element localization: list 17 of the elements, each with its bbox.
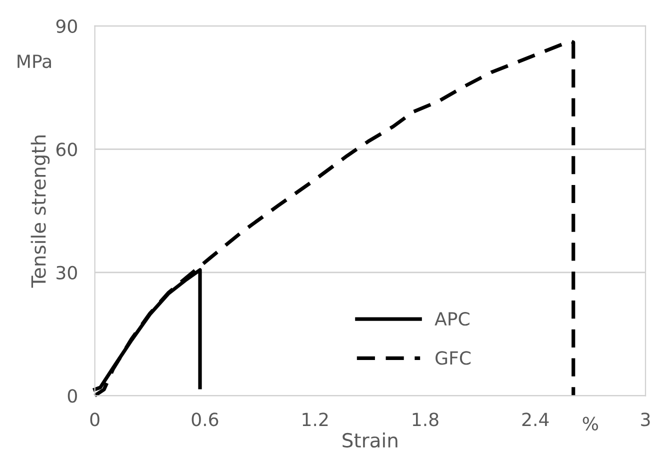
y-tick-label: 30 <box>56 266 77 280</box>
x-axis-title: Strain <box>342 432 398 448</box>
y-tick-label: 60 <box>56 142 77 156</box>
y-tick-label: 0 <box>68 389 77 403</box>
x-tick-label: 0.6 <box>192 412 218 426</box>
line-series <box>93 39 576 398</box>
legend-label: APC <box>434 312 470 326</box>
x-tick-label: 2.4 <box>522 412 549 426</box>
text: MPa <box>18 54 51 68</box>
x-tick-label: 1.2 <box>302 412 328 426</box>
x-tick-label: 3 <box>641 412 650 426</box>
legend-label: GFC <box>436 351 471 365</box>
x-tick-label: 0 <box>90 412 100 426</box>
y-axis-title: Tensile strength <box>30 136 50 288</box>
text: % <box>582 416 598 430</box>
x-tick-label: 1.8 <box>412 412 438 426</box>
y-tick-label: 90 <box>56 19 77 34</box>
